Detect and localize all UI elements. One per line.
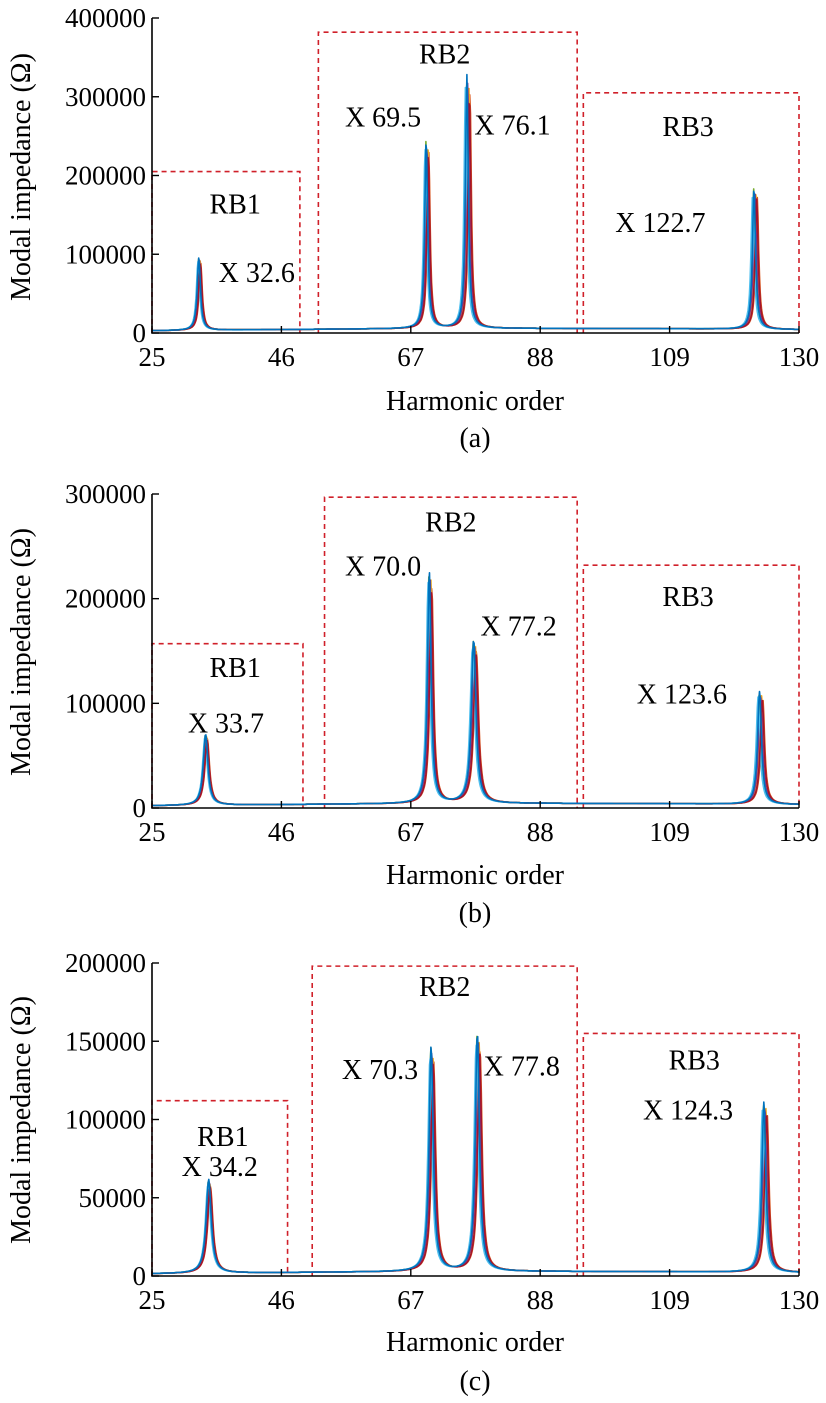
panel-c-ytick-label: 150000 — [65, 1026, 146, 1056]
panel-a-ytick-label: 400000 — [65, 3, 146, 33]
panel-b-xlabel: Harmonic order — [386, 860, 565, 891]
panel-c-xtick-label: 130 — [779, 1285, 820, 1315]
panel-b-peak-label: X 70.0 — [345, 552, 421, 583]
panel-c-xtick-label: 46 — [268, 1285, 295, 1315]
panel-c-peak-label: X 77.8 — [484, 1052, 560, 1083]
panel-a-peak-label: X 32.6 — [219, 258, 295, 289]
panel-b-region-label: RB1 — [210, 653, 261, 684]
panel-c-peak-label: X 124.3 — [643, 1096, 733, 1127]
panel-b-peak-label: X 123.6 — [637, 679, 727, 710]
panel-b-region-label: RB2 — [425, 508, 476, 539]
panel-c-regions — [151, 965, 800, 1276]
panel-c-yticks: 0 50000 100000 150000 200000 — [65, 948, 159, 1291]
panel-a-xlabel: Harmonic order — [386, 386, 565, 417]
panel-a-ytick-label: 200000 — [65, 161, 146, 191]
panel-c-region-label: RB1 — [197, 1122, 248, 1153]
panel-c-xtick-label: 25 — [139, 1285, 166, 1315]
panel-a-ytick-label: 0 — [133, 318, 147, 348]
panel-a-caption: (a) — [459, 423, 490, 454]
panel-b: 0 100000 200000 300000 25 46 67 88 109 130 RB1 X … — [6, 479, 819, 929]
panel-b-region-3 — [582, 564, 800, 808]
panel-c-region-2 — [311, 965, 578, 1276]
panel-b-xtick-label: 25 — [139, 817, 166, 847]
panel-b-ytick-label: 300000 — [65, 479, 146, 509]
panel-b-caption: (b) — [459, 898, 492, 929]
panel-a-regions — [151, 31, 800, 333]
panel-a-ytick-label: 300000 — [65, 82, 146, 112]
panel-b-series-7 — [151, 572, 800, 807]
panel-a-annotations: RB1 X 32.6 RB2 X 69.5 X 76.1 RB3 X 122.7 — [210, 40, 714, 289]
panel-a-region-2 — [317, 31, 578, 333]
panel-a-ylabel: Modal impedance (Ω) — [6, 53, 37, 301]
panel-c-xtick-label: 67 — [397, 1285, 424, 1315]
panel-b-xtick-label: 109 — [649, 817, 690, 847]
panel-a: 0 100000 200000 300000 400000 25 46 67 88 109 130… — [6, 3, 819, 454]
panel-c-region-3 — [582, 1032, 800, 1276]
panel-b-ylabel: Modal impedance (Ω) — [6, 528, 37, 776]
panel-b-xtick-label: 67 — [397, 817, 424, 847]
panel-a-peak-label: X 122.7 — [615, 208, 705, 239]
panel-a-region-3 — [582, 92, 800, 333]
panel-c-ytick-label: 50000 — [79, 1183, 147, 1213]
panel-a-xtick-label: 67 — [397, 342, 424, 372]
panel-c-ytick-label: 100000 — [65, 1105, 146, 1135]
panel-b-region-2 — [323, 496, 578, 808]
panel-c-ylabel: Modal impedance (Ω) — [6, 996, 37, 1244]
panel-a-xticks: 25 46 67 88 109 130 — [139, 326, 820, 372]
panel-b-xticks: 25 46 67 88 109 130 — [139, 801, 820, 847]
panel-b-xtick-label: 46 — [268, 817, 295, 847]
panel-a-series-7 — [151, 73, 800, 332]
panel-b-xtick-label: 88 — [527, 817, 554, 847]
panel-c-caption: (c) — [459, 1366, 490, 1397]
panel-b-ytick-label: 100000 — [65, 688, 146, 718]
panel-b-xtick-label: 130 — [779, 817, 820, 847]
panel-a-xtick-label: 130 — [779, 342, 820, 372]
panel-a-region-1 — [151, 170, 301, 333]
panel-b-yticks: 0 100000 200000 300000 — [65, 479, 159, 823]
panel-b-region-label: RB3 — [662, 582, 713, 613]
panel-a-peak-label: X 69.5 — [345, 103, 421, 134]
panel-c-region-1 — [151, 1099, 289, 1276]
panel-c-peak-label: X 70.3 — [342, 1055, 418, 1086]
panel-a-region-label: RB3 — [662, 112, 713, 143]
panel-a-curves — [151, 73, 800, 332]
panel-a-ytick-label: 100000 — [65, 239, 146, 269]
panel-a-xtick-label: 46 — [268, 342, 295, 372]
panel-c-region-label: RB3 — [669, 1045, 720, 1076]
panel-b-ytick-label: 0 — [133, 793, 147, 823]
panel-a-peak-label: X 76.1 — [474, 111, 550, 142]
panel-b-ytick-label: 200000 — [65, 584, 146, 614]
panel-c-xtick-label: 109 — [649, 1285, 690, 1315]
panel-c-curves — [151, 1035, 800, 1275]
panel-c-region-label: RB2 — [419, 972, 470, 1003]
panel-a-xtick-label: 25 — [139, 342, 166, 372]
panel-c-xticks: 25 46 67 88 109 130 — [139, 1269, 820, 1315]
panel-c-series-7 — [151, 1035, 800, 1275]
panel-a-xtick-label: 88 — [527, 342, 554, 372]
panel-a-region-label: RB1 — [210, 189, 261, 220]
panel-c-peak-label: X 34.2 — [182, 1152, 258, 1183]
panel-a-region-label: RB2 — [419, 40, 470, 71]
panel-c-ytick-label: 200000 — [65, 948, 146, 978]
panel-b-peak-label: X 33.7 — [188, 709, 264, 740]
panel-a-yticks: 0 100000 200000 300000 400000 — [65, 3, 159, 348]
panel-b-peak-label: X 77.2 — [481, 611, 557, 642]
panel-b-curves — [151, 572, 800, 807]
panel-c-xlabel: Harmonic order — [386, 1327, 565, 1358]
panel-c-ytick-label: 0 — [133, 1261, 147, 1291]
panel-c-xtick-label: 88 — [527, 1285, 554, 1315]
panel-a-xtick-label: 109 — [649, 342, 690, 372]
